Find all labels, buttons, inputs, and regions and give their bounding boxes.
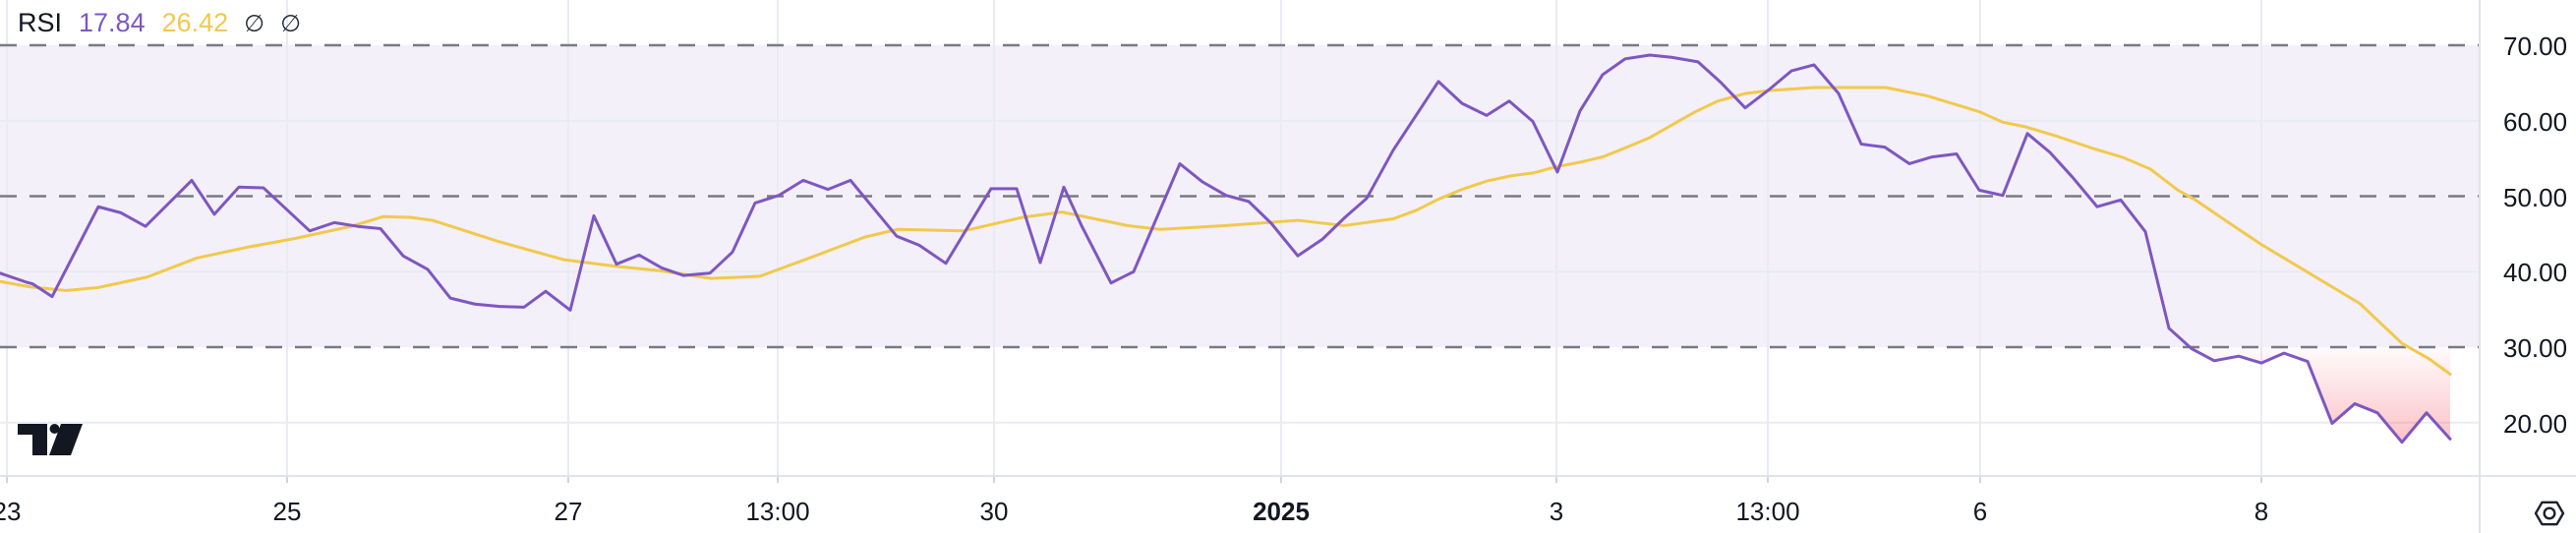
x-axis-label: 13:00 — [1735, 497, 1800, 526]
empty-band-value-icon: ∅ — [244, 10, 265, 37]
x-axis-label: 6 — [1972, 497, 1988, 526]
x-axis-label: 2025 — [1253, 497, 1310, 526]
ma-value: 26.42 — [161, 8, 229, 37]
y-axis-label: 20.00 — [2503, 408, 2568, 439]
x-axis-label: 8 — [2254, 497, 2269, 526]
x-axis-label: 25 — [272, 497, 302, 526]
y-axis-label: 30.00 — [2503, 333, 2568, 363]
rsi-line — [0, 53, 2452, 444]
empty-band-value-icon: ∅ — [280, 10, 301, 37]
x-axis-label: 13:00 — [745, 497, 810, 526]
rsi-value: 17.84 — [79, 8, 146, 37]
y-axis-label: 60.00 — [2503, 106, 2568, 137]
x-axis-label: 30 — [979, 497, 1009, 526]
oversold-fill — [2190, 347, 2450, 443]
x-axis-label: 3 — [1549, 497, 1564, 526]
tradingview-logo-icon[interactable] — [18, 424, 83, 455]
x-axis-label: 27 — [554, 497, 583, 526]
indicator-header: RSI 17.84 26.42 ∅ ∅ — [18, 8, 301, 38]
ma-line — [0, 86, 2452, 376]
y-axis-label: 40.00 — [2503, 258, 2568, 288]
y-axis-label: 70.00 — [2503, 31, 2568, 61]
indicator-title[interactable]: RSI — [18, 8, 63, 37]
y-axis-label: 50.00 — [2503, 182, 2568, 212]
gear-icon[interactable] — [2533, 499, 2566, 528]
x-axis-label: 23 — [0, 497, 22, 526]
